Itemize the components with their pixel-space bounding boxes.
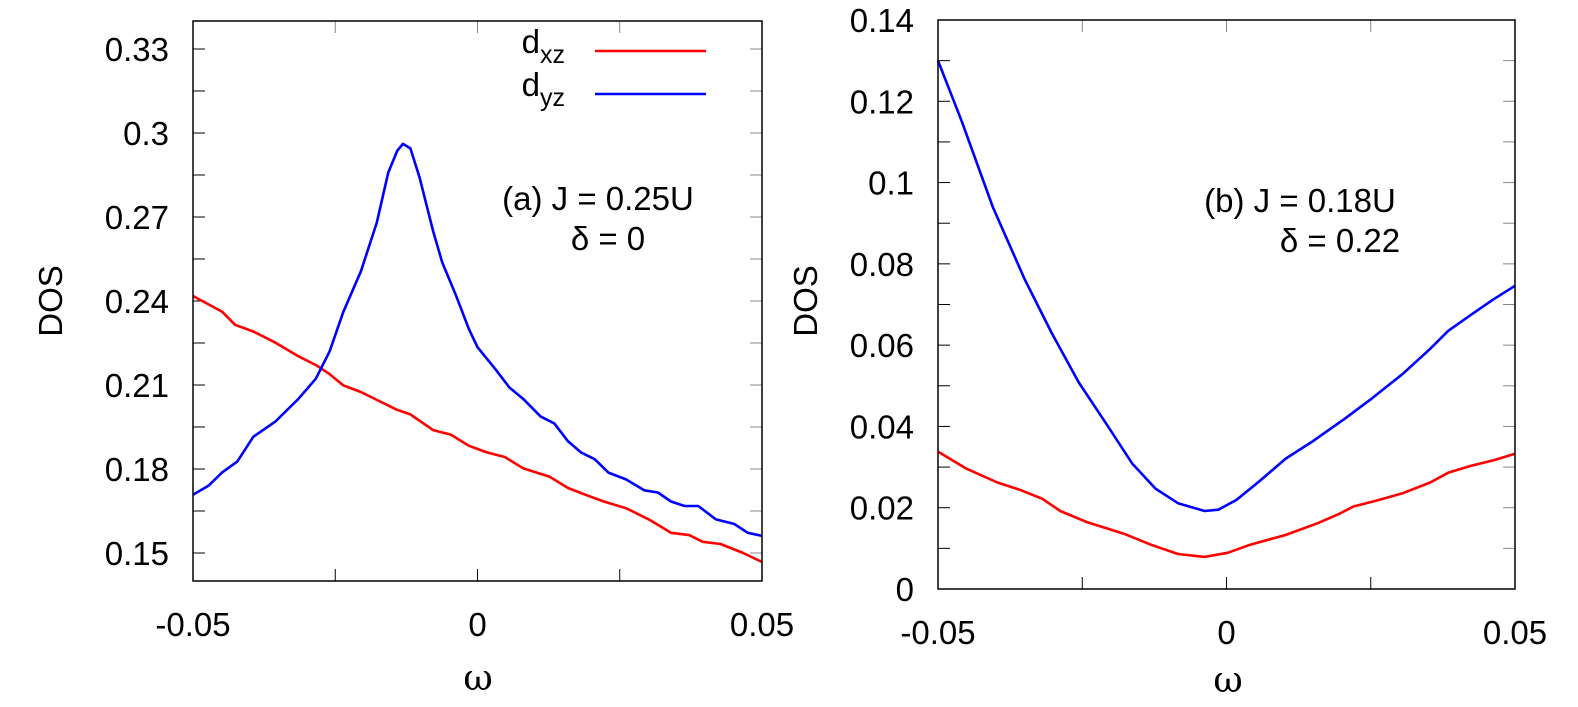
panel-b-ytick-label: 0.06 [850, 327, 914, 364]
panel-a-xtick-label: 0 [468, 606, 486, 643]
panel-b-ytick-label: 0.02 [850, 490, 914, 527]
panel-b-xlabel: ω [1213, 660, 1242, 701]
panel-b-ytick-label: 0 [896, 571, 914, 608]
panel-a-xtick-label: 0.05 [730, 606, 794, 643]
panel-b-xtick-label: 0.05 [1483, 614, 1547, 651]
panel-a-xtick-label: -0.05 [155, 606, 230, 643]
panel-b-annotation-line1: (b) J = 0.18U [1204, 182, 1396, 219]
panel-b-ytick-label: 0.04 [850, 408, 914, 445]
panel-b-ylabel: DOS [787, 265, 824, 337]
panel-a-xlabel: ω [463, 658, 492, 699]
legend-label-dyz: dyz [522, 66, 565, 112]
panel-b-annotation-line2: δ = 0.22 [1280, 222, 1400, 259]
panel-b-series-line-0 [937, 450, 1516, 559]
panel-b-ytick-label: 0.12 [850, 83, 914, 120]
panel-a-ytick-label: 0.15 [105, 535, 169, 572]
panel-b-xtick-label: 0 [1217, 614, 1235, 651]
panel-b-ytick-label: 0.14 [850, 2, 914, 39]
panel-a-plot-frame [192, 20, 763, 582]
panel-b-xtick-label: -0.05 [900, 614, 975, 651]
panel-a-annotation-line2: δ = 0 [571, 220, 645, 257]
panel-a-ylabel: DOS [32, 265, 69, 337]
panel-b: 0 0.02 0.04 0.06 0.08 0.1 0.12 0.14 -0.05 0 0.05 [850, 2, 1547, 651]
panel-a-series-dxz [192, 294, 763, 564]
panel-a-ytick-label: 0.24 [105, 283, 169, 320]
panel-a: 0.15 0.18 0.21 0.24 0.27 0.3 0.33 -0.05 0 0.05 [105, 20, 794, 643]
panel-b-ytick-label: 0.1 [868, 165, 914, 202]
panel-a-series-dyz [192, 142, 763, 538]
panel-a-annotation-line1: (a) J = 0.25U [502, 180, 694, 217]
legend: dxz dyz [522, 23, 706, 112]
panel-b-ytick-label: 0.08 [850, 246, 914, 283]
panel-a-ytick-label: 0.33 [105, 31, 169, 68]
panel-a-ytick-label: 0.27 [105, 199, 169, 236]
panel-a-ytick-label: 0.21 [105, 367, 169, 404]
legend-label-dxz: dxz [522, 23, 565, 69]
panel-a-ytick-label: 0.3 [123, 115, 169, 152]
panel-a-ytick-label: 0.18 [105, 451, 169, 488]
panel-b-plot-frame [937, 19, 1516, 590]
panel-b-series-line-1 [936, 60, 1516, 513]
